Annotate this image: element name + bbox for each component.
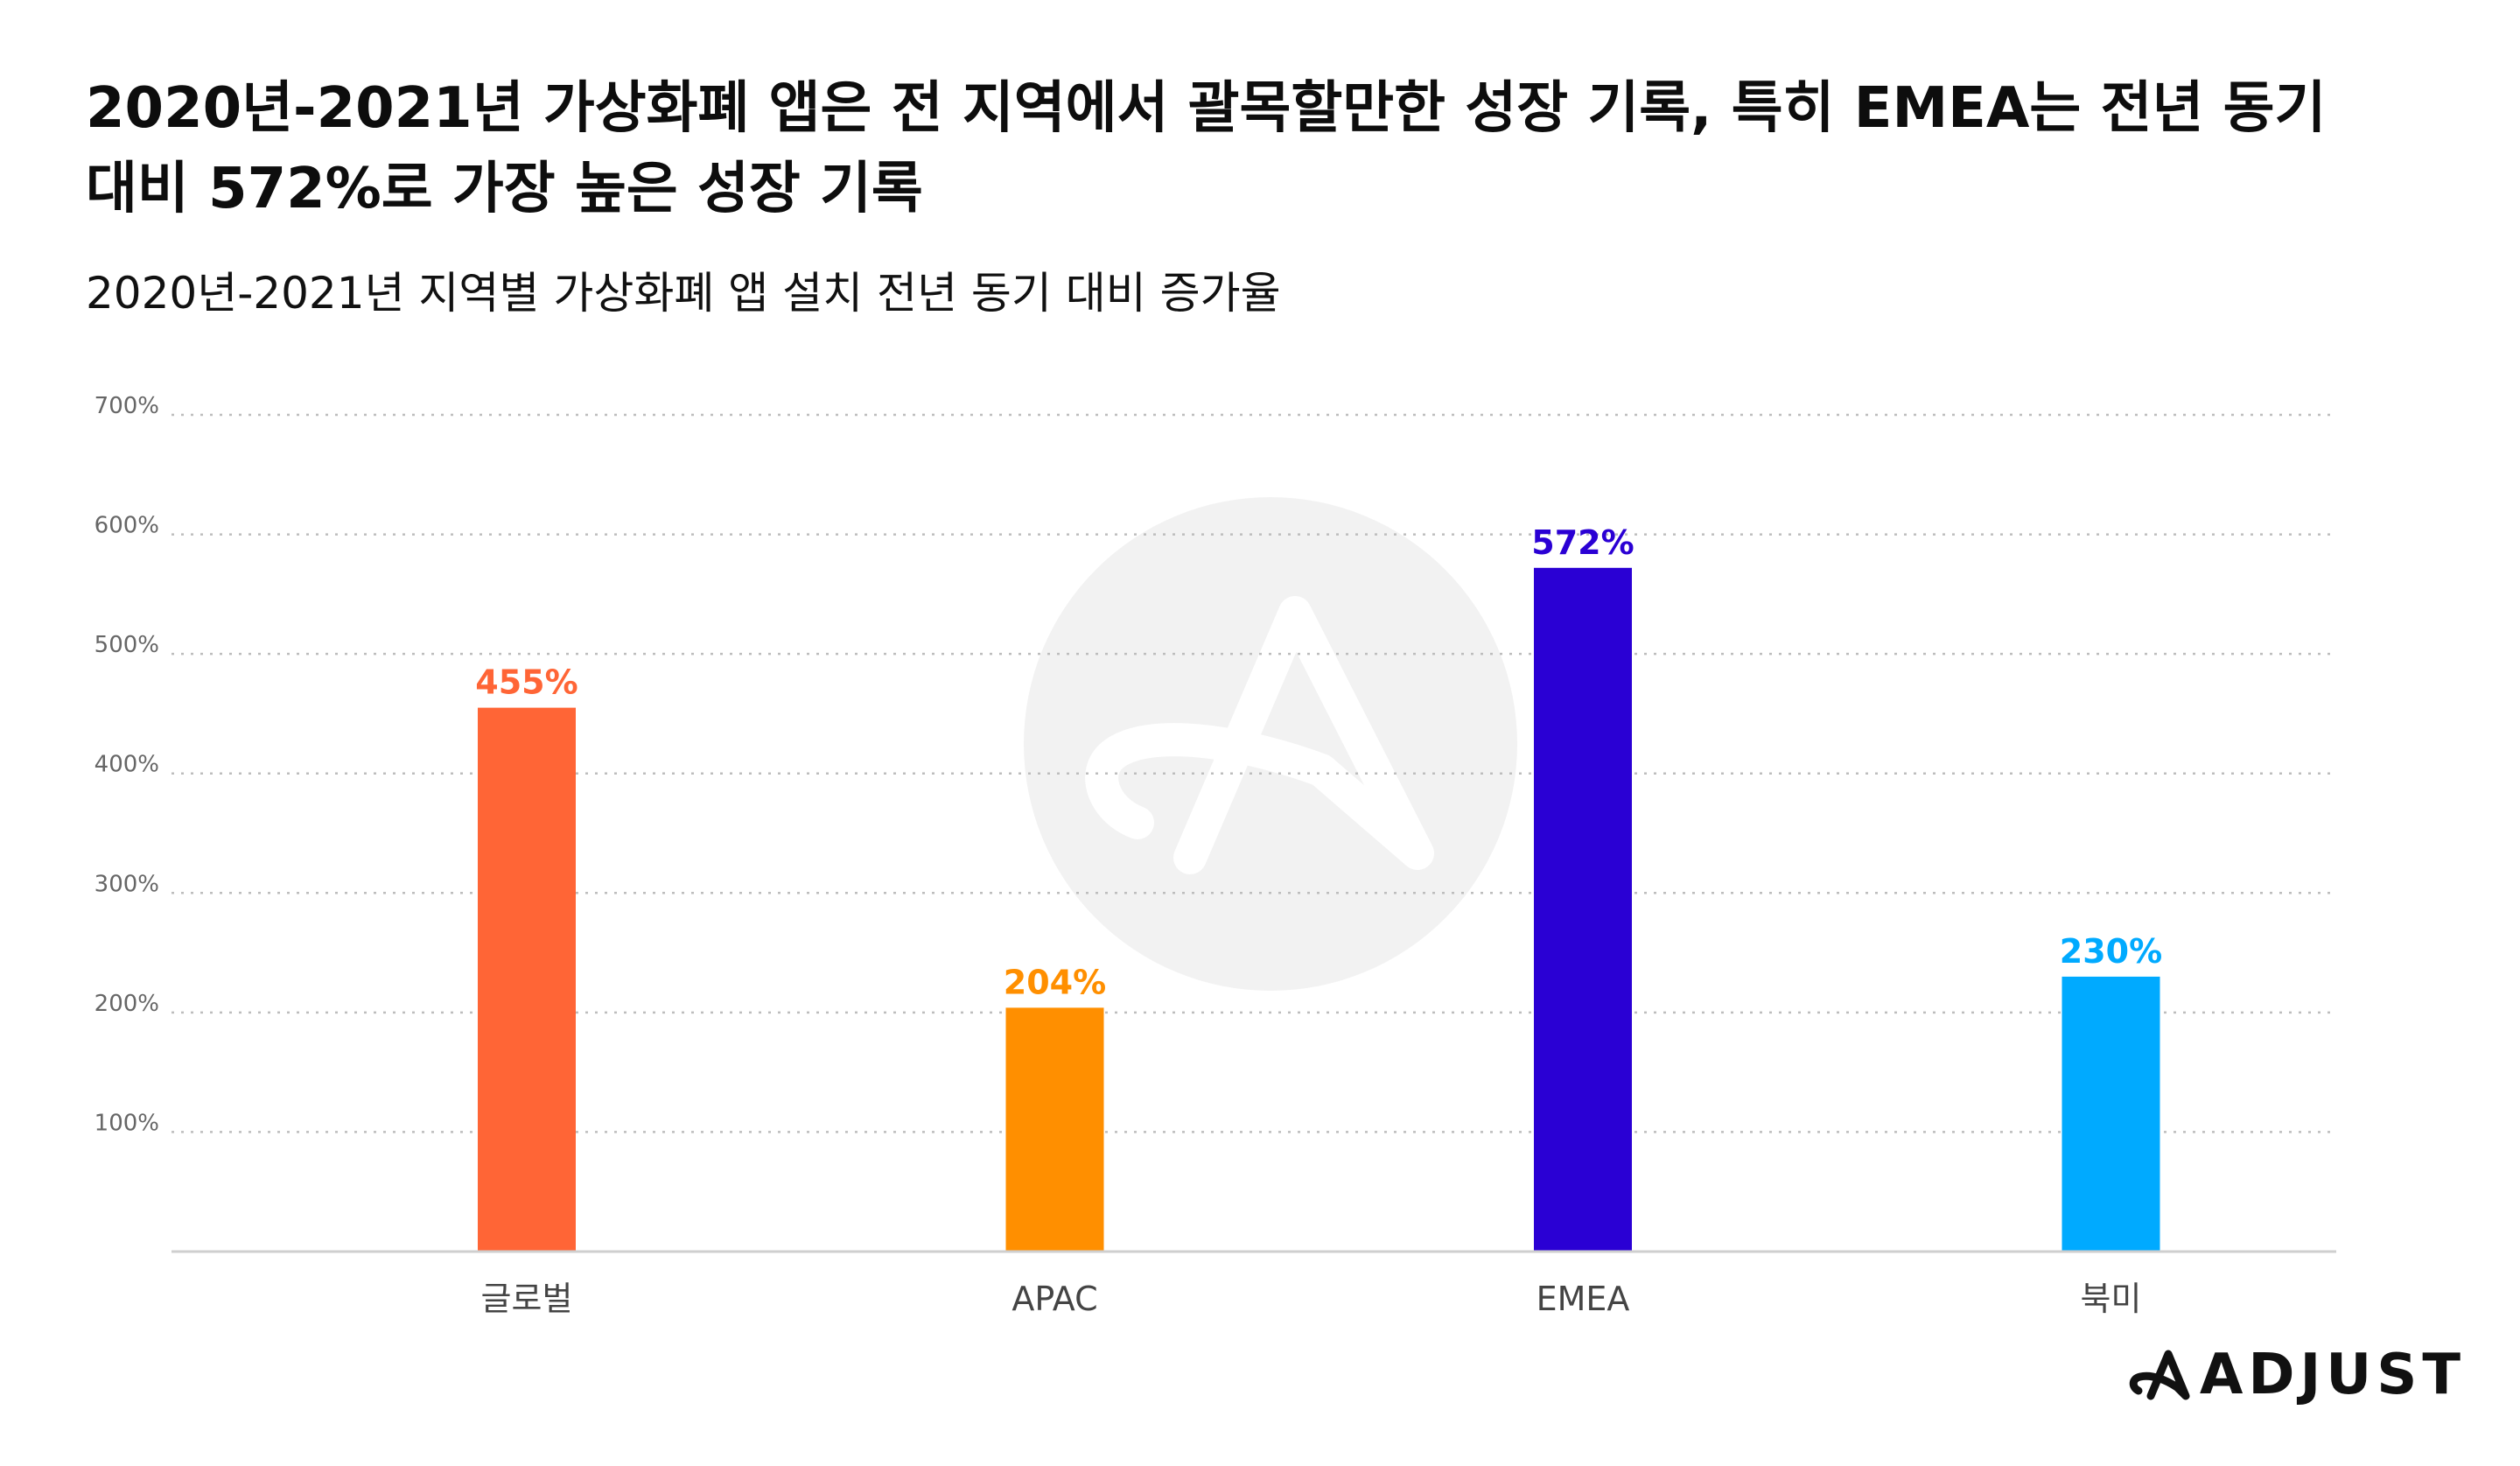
bar (1534, 567, 1632, 1252)
y-tick-label: 300% (94, 871, 159, 897)
chart-subtitle: 2020년-2021년 지역별 가상화폐 앱 설치 전년 동기 대비 증가율 (86, 268, 1281, 319)
bar (2062, 976, 2160, 1252)
y-tick-label: 700% (94, 393, 159, 419)
y-tick-label: 500% (94, 632, 159, 658)
adjust-logo-icon (2129, 1350, 2190, 1400)
watermark-logo-icon (1024, 497, 1517, 991)
y-tick-label: 200% (94, 991, 159, 1017)
data-label: 572% (1531, 523, 1634, 562)
brand-logo-text: ADJUST (2199, 1343, 2466, 1407)
x-tick-label: APAC (1012, 1280, 1097, 1318)
brand-logo: ADJUST (2128, 1347, 2466, 1403)
bar (1005, 1007, 1104, 1252)
x-tick-label: 글로벌 (481, 1280, 573, 1318)
y-tick-label: 600% (94, 513, 159, 539)
data-label: 455% (475, 663, 578, 702)
chart-headline: 2020년-2021년 가상화폐 앱은 전 지역에서 괄목할만한 성장 기록, … (86, 76, 2327, 221)
data-label: 204% (1004, 963, 1106, 1001)
y-tick-label: 100% (94, 1110, 159, 1136)
y-tick-label: 400% (94, 752, 159, 778)
bar (478, 707, 576, 1252)
x-tick-label: EMEA (1536, 1280, 1630, 1318)
data-label: 230% (2060, 932, 2162, 971)
x-tick-label: 북미 (2081, 1280, 2142, 1318)
